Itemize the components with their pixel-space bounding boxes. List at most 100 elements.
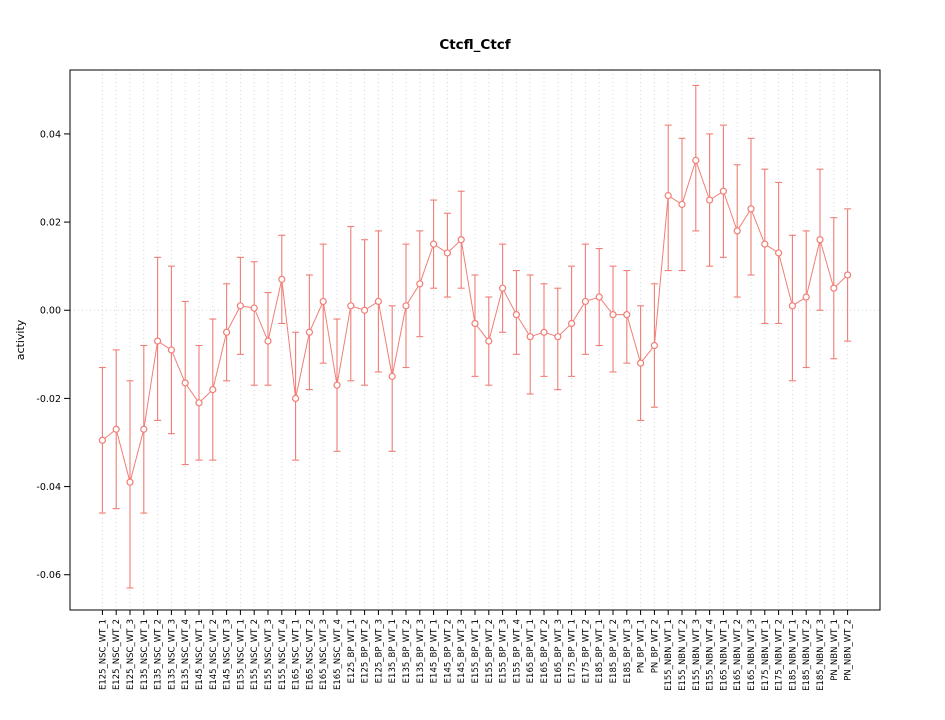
x-tick-label: E125_NSC_WT_3 xyxy=(126,619,136,690)
x-tick-label: E145_BP_WT_2 xyxy=(443,619,453,683)
x-tick-label: E135_NSC_WT_2 xyxy=(154,619,164,690)
x-tick-label: E135_BP_WT_1 xyxy=(388,619,398,683)
data-point xyxy=(485,337,493,345)
data-point xyxy=(499,284,507,292)
x-tick-label: E185_BP_WT_3 xyxy=(623,619,633,683)
data-point xyxy=(540,328,548,336)
data-point xyxy=(250,304,258,312)
x-tick-label: E165_NBN_WT_1 xyxy=(719,619,729,691)
x-tick-label: E165_NBN_WT_2 xyxy=(733,619,743,691)
data-point xyxy=(195,399,203,407)
x-tick-label: E155_NSC_WT_4 xyxy=(278,619,288,690)
x-tick-label: E145_BP_WT_3 xyxy=(457,619,467,683)
data-point xyxy=(416,280,424,288)
data-point xyxy=(347,302,355,310)
x-tick-label: E175_BP_WT_1 xyxy=(568,619,578,683)
x-tick-label: E185_BP_WT_2 xyxy=(609,619,619,683)
data-point xyxy=(443,249,451,257)
x-tick-label: E135_NSC_WT_4 xyxy=(181,619,191,690)
x-tick-label: E165_BP_WT_3 xyxy=(554,619,564,683)
data-point xyxy=(636,359,645,367)
data-point xyxy=(388,372,396,380)
data-point xyxy=(747,205,755,213)
x-tick-label: E165_NSC_WT_4 xyxy=(333,619,343,690)
x-tick-label: E125_BP_WT_2 xyxy=(361,619,371,683)
data-point xyxy=(112,425,120,433)
x-tick-label: E155_NBN_WT_1 xyxy=(664,619,674,691)
data-point xyxy=(402,302,410,310)
data-point xyxy=(830,284,838,292)
data-point xyxy=(595,293,603,301)
data-point xyxy=(581,297,590,306)
plot-border xyxy=(69,69,881,611)
data-point xyxy=(292,394,300,403)
x-tick-label: E165_BP_WT_1 xyxy=(526,619,536,683)
data-point xyxy=(471,319,479,328)
data-point xyxy=(816,236,824,244)
data-point xyxy=(374,297,382,306)
x-tick-label: E185_NBN_WT_3 xyxy=(816,619,826,691)
x-tick-label: E125_NSC_WT_2 xyxy=(112,619,122,690)
y-tick-label: -0.04 xyxy=(36,482,61,493)
x-tick-label: E155_NBN_WT_2 xyxy=(678,619,688,691)
x-tick-label: E175_NBN_WT_2 xyxy=(775,619,785,691)
x-tick-label: E145_BP_WT_1 xyxy=(430,619,440,683)
data-point xyxy=(126,478,134,486)
x-tick-label: E135_BP_WT_2 xyxy=(402,619,412,683)
data-point xyxy=(305,328,313,336)
data-point xyxy=(278,275,286,283)
data-point xyxy=(98,436,107,444)
x-tick-label: E145_NSC_WT_2 xyxy=(209,619,219,690)
x-tick-label: E165_BP_WT_2 xyxy=(540,619,550,683)
x-tick-label: E125_NSC_WT_1 xyxy=(98,619,108,690)
data-point xyxy=(664,192,672,200)
data-point xyxy=(223,328,231,336)
data-point xyxy=(623,311,631,319)
data-point xyxy=(774,249,783,257)
data-point xyxy=(361,306,369,314)
data-point xyxy=(733,227,741,235)
data-point xyxy=(167,346,175,354)
data-point xyxy=(430,240,438,248)
x-tick-label: E125_BP_WT_3 xyxy=(374,619,384,683)
x-tick-label: E155_NSC_WT_2 xyxy=(250,619,260,690)
x-tick-label: E145_NSC_WT_1 xyxy=(195,619,205,690)
x-tick-label: E185_NBN_WT_1 xyxy=(788,619,798,691)
chart-title: Ctcfl_Ctcf xyxy=(439,37,510,53)
y-axis-label: activity xyxy=(14,319,27,360)
data-point xyxy=(333,381,341,389)
y-tick-label: -0.02 xyxy=(36,394,61,405)
data-point xyxy=(236,302,244,310)
x-tick-label: E145_NSC_WT_3 xyxy=(223,619,233,690)
x-tick-label: E175_NBN_WT_1 xyxy=(761,619,771,691)
x-tick-label: E165_NSC_WT_1 xyxy=(292,619,302,690)
data-point xyxy=(140,425,148,433)
data-point xyxy=(154,337,162,345)
x-tick-label: E135_BP_WT_3 xyxy=(416,619,426,683)
x-tick-label: E155_NBN_WT_4 xyxy=(706,619,716,691)
data-point xyxy=(567,319,576,328)
data-point xyxy=(761,240,769,248)
x-tick-label: E155_BP_WT_4 xyxy=(512,619,522,683)
data-point xyxy=(209,385,217,394)
data-point xyxy=(788,302,797,310)
x-tick-label: E175_BP_WT_2 xyxy=(581,619,591,683)
data-point xyxy=(181,379,189,387)
x-tick-label: E185_NBN_WT_2 xyxy=(802,619,812,691)
data-point xyxy=(719,187,728,195)
x-tick-label: E125_BP_WT_1 xyxy=(347,619,357,683)
x-tick-label: PN_NBN_WT_1 xyxy=(830,619,840,681)
data-point xyxy=(802,293,810,301)
x-tick-label: E155_NBN_WT_3 xyxy=(692,619,702,691)
x-tick-label: E185_BP_WT_1 xyxy=(595,619,605,683)
x-tick-label: E165_NBN_WT_3 xyxy=(747,619,757,691)
x-tick-label: E155_BP_WT_3 xyxy=(499,619,509,683)
data-point xyxy=(457,236,465,244)
data-point xyxy=(264,337,272,345)
y-tick-label: 0.02 xyxy=(40,218,61,229)
y-tick-label: 0.04 xyxy=(40,129,61,140)
x-tick-label: E165_NSC_WT_2 xyxy=(305,619,315,690)
data-point xyxy=(650,341,659,350)
